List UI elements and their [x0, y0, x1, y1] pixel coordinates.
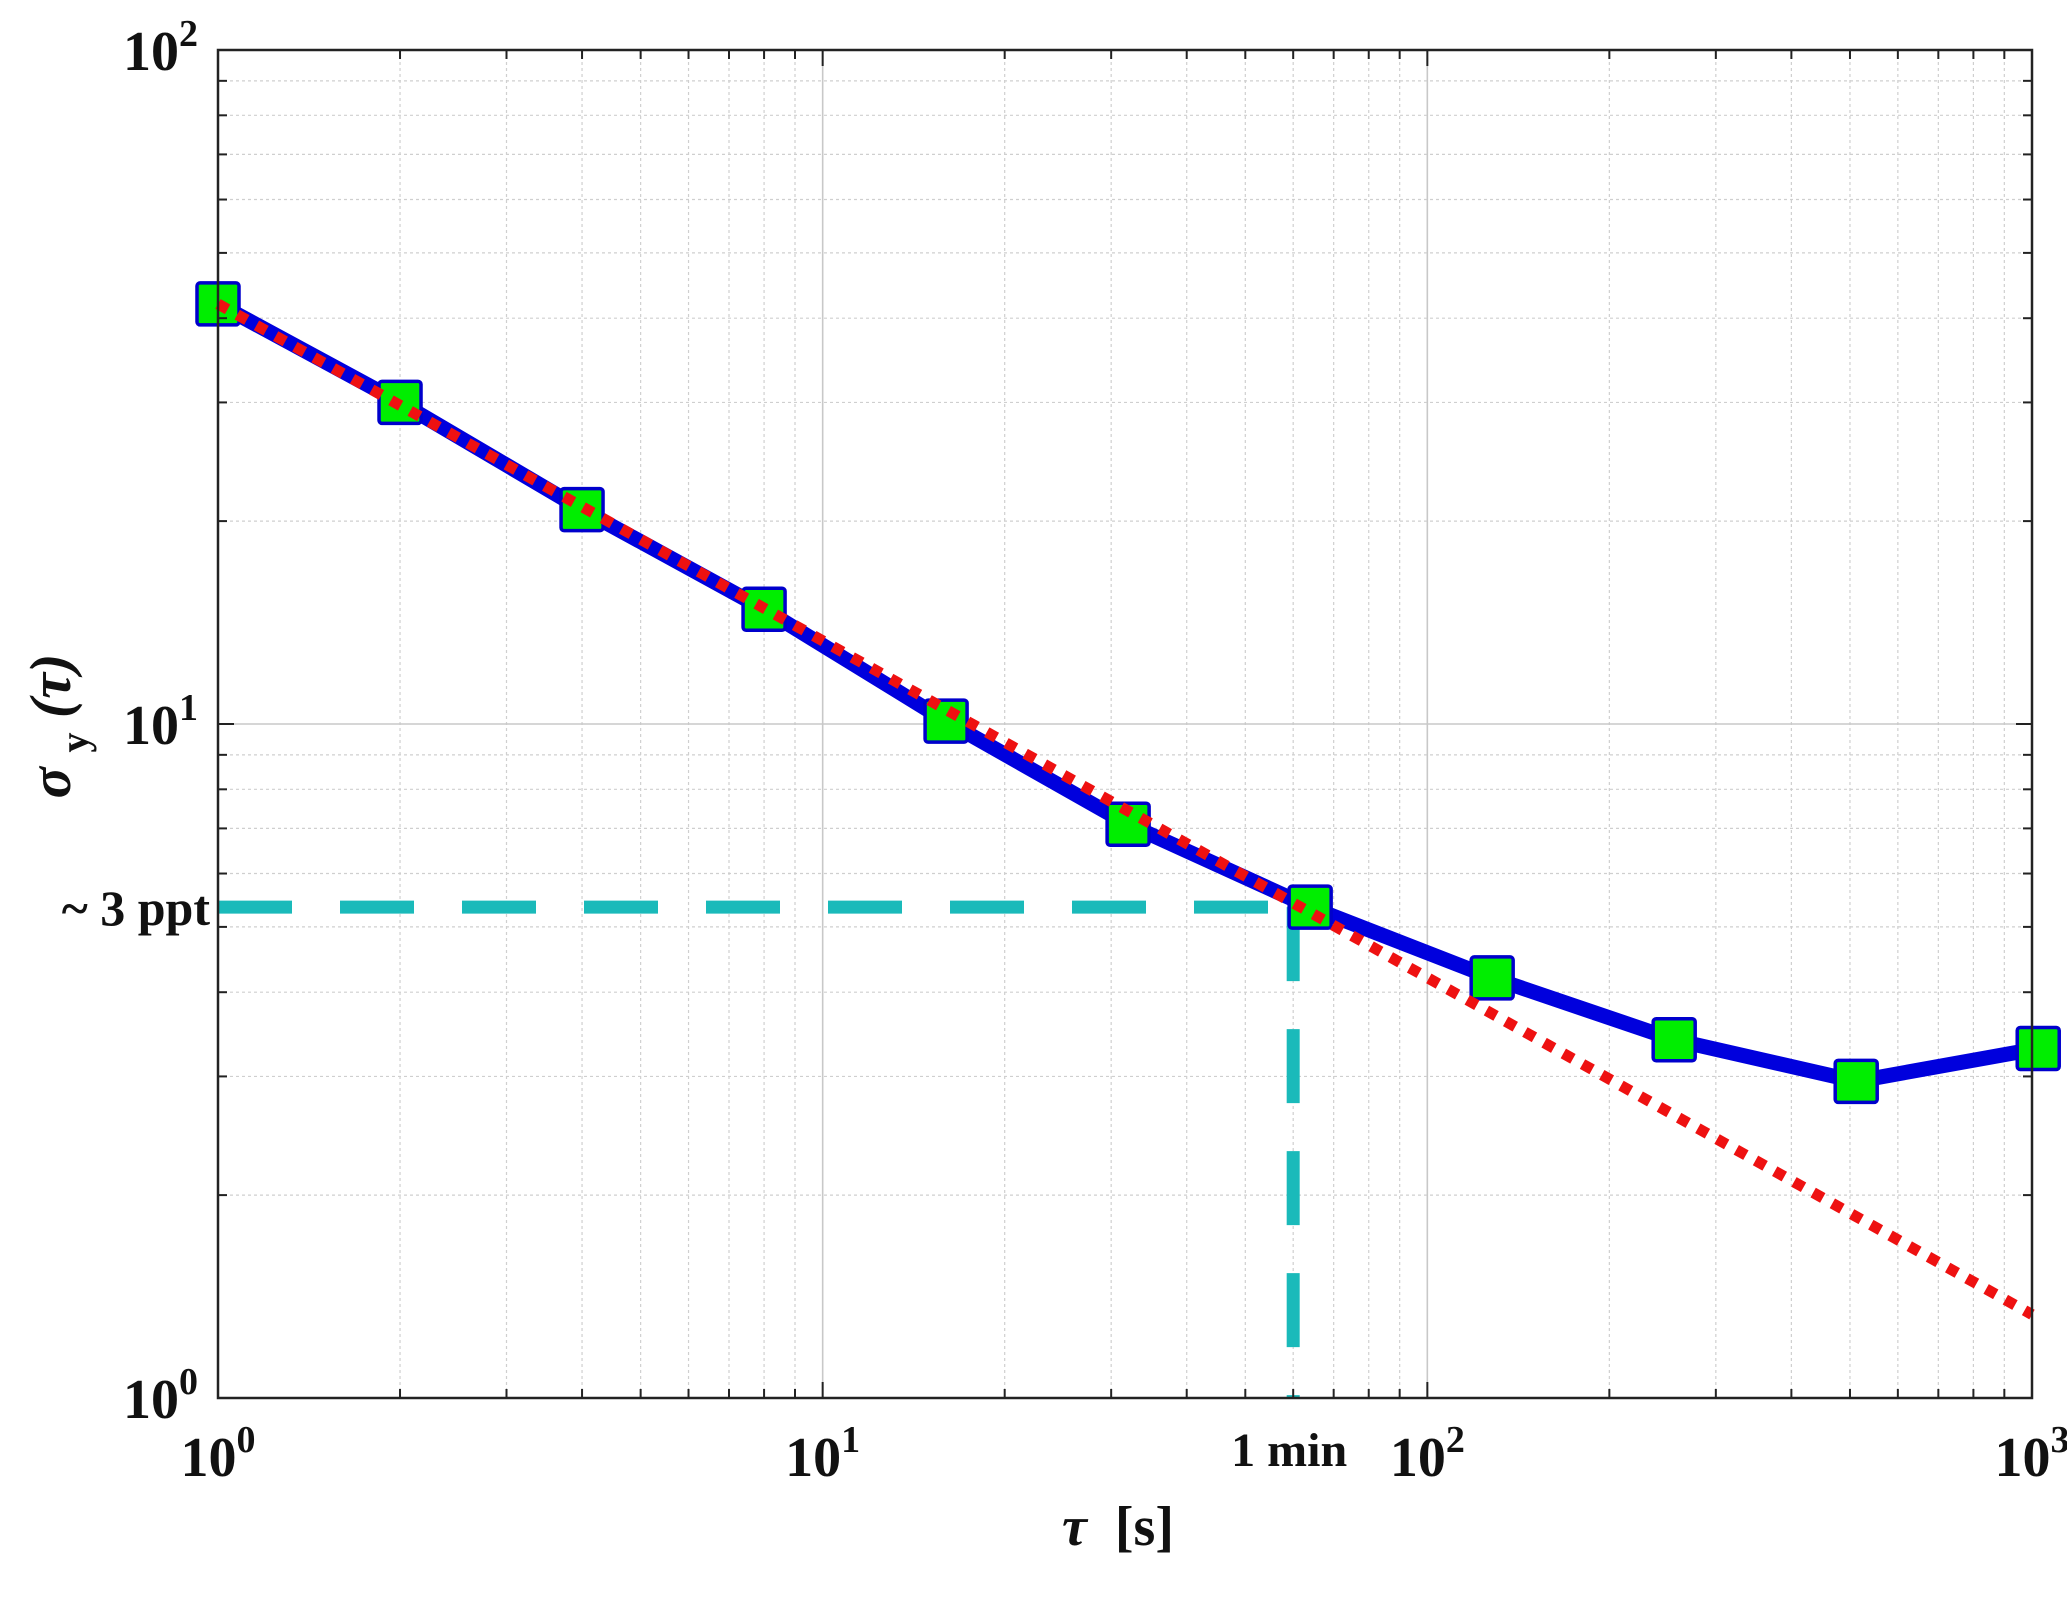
- y-axis-label-symbol: σ: [18, 765, 83, 798]
- axes-box: [216, 48, 2034, 1400]
- x-tick-exponent: 0: [237, 1419, 256, 1461]
- x-tick-exponent: 3: [2051, 1419, 2067, 1461]
- x-tick-label: 103: [1995, 1419, 2067, 1489]
- measured-data-point: [1651, 1017, 1697, 1063]
- y-tick-base: 10: [123, 695, 179, 757]
- x-tick-exponent: 2: [1446, 1419, 1465, 1461]
- grid: [217, 50, 2032, 1399]
- y-tick-exponent: 0: [179, 1361, 198, 1403]
- annotation-1min-label: 1 min: [1231, 1424, 1347, 1477]
- x-tick-label: 102: [1390, 1419, 1465, 1489]
- measured-data-point: [1833, 1058, 1879, 1105]
- measured-data-point: [2015, 1025, 2061, 1072]
- x-tick-label: 100: [181, 1419, 256, 1489]
- plot-frame: [216, 48, 2034, 1400]
- annotation-3ppt-label: ~ 3 ppt: [62, 880, 211, 936]
- x-axis-label-unit: [s]: [1115, 1496, 1174, 1558]
- y-tick-base: 10: [123, 1369, 179, 1431]
- y-axis-label-argument: (τ): [18, 654, 83, 718]
- x-tick-base: 10: [181, 1427, 237, 1489]
- y-axis-label-subscript: y: [52, 733, 97, 753]
- measured-data-point: [1469, 955, 1515, 1001]
- y-tick-label: 102: [123, 13, 198, 83]
- y-tick-label: 101: [123, 687, 198, 757]
- x-tick-label: 101: [785, 1419, 860, 1489]
- x-tick-exponent: 1: [841, 1419, 860, 1461]
- series-layer: [195, 281, 2061, 1320]
- x-axis-label: τ [s]: [1062, 1496, 1174, 1558]
- y-axis-label: σ y (τ): [18, 654, 101, 799]
- y-tick-base: 10: [123, 21, 179, 83]
- y-tick-exponent: 2: [179, 13, 198, 55]
- x-tick-base: 10: [785, 1427, 841, 1489]
- y-tick-exponent: 1: [179, 687, 198, 729]
- annotation-lines: [218, 900, 1300, 1398]
- fit-series-dotted-line: [215, 299, 2035, 1320]
- x-tick-base: 10: [1995, 1427, 2051, 1489]
- x-tick-base: 10: [1390, 1427, 1446, 1489]
- x-axis-label-symbol: τ: [1062, 1496, 1089, 1558]
- y-tick-label: 100: [123, 1361, 198, 1431]
